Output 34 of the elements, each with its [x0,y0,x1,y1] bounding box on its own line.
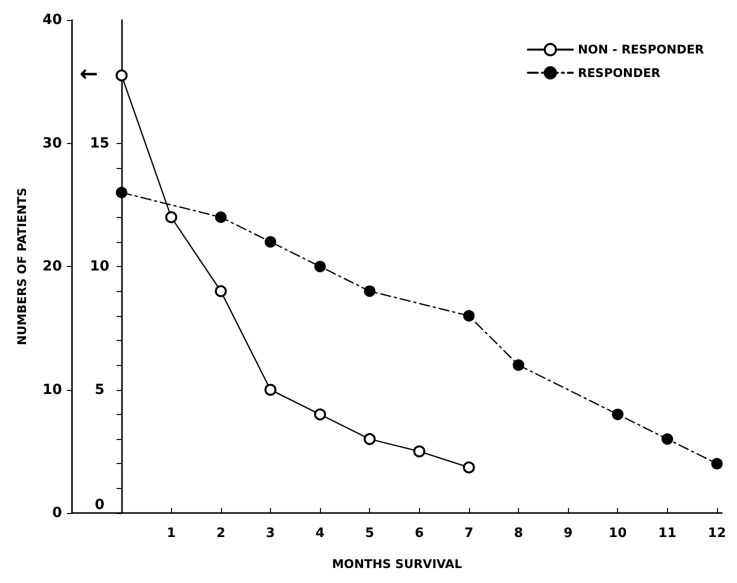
y2-tick-label: 0 [94,497,105,513]
x-tick-label: 3 [266,526,275,541]
x-tick-label: 1 [166,526,176,541]
x-tick-label: 10 [608,526,627,541]
x-tick-label: 4 [316,526,325,541]
x-tick-label: 5 [365,526,374,541]
point [214,285,227,298]
point [364,433,376,446]
legend-label: RESPONDER [578,66,660,80]
y-tick-label: 20 [42,258,62,274]
x-tick-label: 12 [708,526,726,541]
y-tick-label: 10 [42,382,62,398]
x-tick-label: 9 [564,526,573,541]
y-axis-title: NUMBERS OF PATIENTS [15,188,29,346]
point [264,384,276,396]
annotation: ← [80,62,98,88]
y-tick-label: 40 [42,12,62,28]
x-tick-label: 7 [464,526,474,541]
x-tick-label: 6 [414,526,424,541]
x-tick-label: 11 [658,526,676,541]
legend-label: NON - RESPONDER [578,42,704,57]
point [413,445,426,458]
point [462,461,475,474]
point [116,69,128,82]
x-tick-label: 2 [216,526,226,541]
y2-tick-label: 5 [94,382,104,398]
x-tick-label: 8 [514,526,524,541]
point [314,408,326,420]
y-tick-label: 30 [42,135,62,152]
point [165,211,178,224]
x-axis-title: MONTHS SURVIVAL [332,557,462,571]
y2-tick-label: 10 [90,258,110,274]
y2-tick-label: 15 [90,135,110,152]
y-tick-label: 0 [52,505,62,521]
